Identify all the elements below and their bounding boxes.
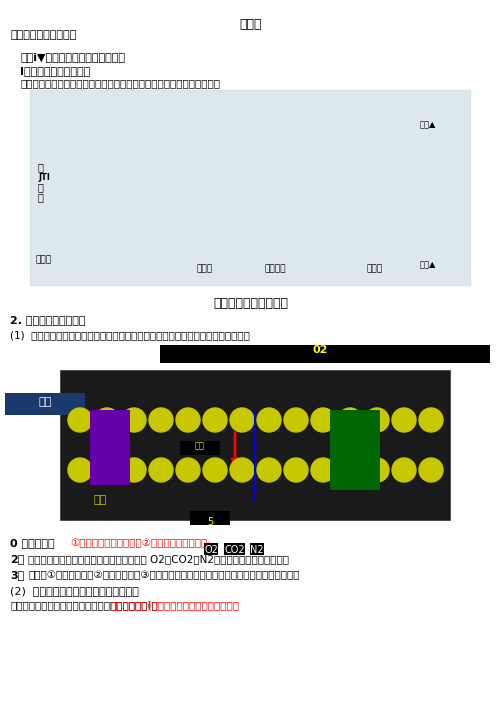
Circle shape (95, 458, 119, 482)
Text: 膜内: 膜内 (94, 495, 107, 505)
Text: (2)  经载体与通道蛋白介导的易化扩散：: (2) 经载体与通道蛋白介导的易化扩散： (10, 586, 139, 596)
FancyBboxPatch shape (5, 393, 85, 415)
Text: 扩散物质：脂溶性高、分子量小的物质，如 O2、CO2、N2、乙醇、尿素与水分子等。: 扩散物质：脂溶性高、分子量小的物质，如 O2、CO2、N2、乙醇、尿素与水分子等… (28, 554, 289, 564)
Text: 第一节细胞的基本功能: 第一节细胞的基本功能 (10, 30, 76, 40)
Circle shape (284, 408, 308, 432)
Text: 胞内表: 胞内表 (35, 255, 51, 264)
Circle shape (68, 408, 92, 432)
Circle shape (419, 458, 443, 482)
Text: ①物质在膜两侧浓度差；②膜对该物质的通透性·: ①物质在膜两侧浓度差；②膜对该物质的通透性· (70, 538, 211, 548)
FancyBboxPatch shape (30, 90, 470, 285)
Text: 亲水▲: 亲水▲ (420, 260, 437, 269)
Text: 一、i▼膜质的结构与物质转运功能: 一、i▼膜质的结构与物质转运功能 (20, 52, 125, 62)
Text: 以液态脂膜双分子层为基架，其间镶嵌着具有不同结构与功能的蛋白质。: 以液态脂膜双分子层为基架，其间镶嵌着具有不同结构与功能的蛋白质。 (20, 78, 220, 88)
Circle shape (392, 458, 416, 482)
Text: 特点：①不需要载体；②不消耗能量；③扩散的最终结果就是使该物质在膜两侧浓度达到平衡。: 特点：①不需要载体；②不消耗能量；③扩散的最终结果就是使该物质在膜两侧浓度达到平… (28, 570, 299, 580)
FancyBboxPatch shape (60, 370, 450, 520)
Circle shape (203, 458, 227, 482)
Text: 2）: 2） (10, 554, 24, 564)
Circle shape (68, 458, 92, 482)
Circle shape (419, 408, 443, 432)
Circle shape (392, 408, 416, 432)
Circle shape (365, 458, 389, 482)
Circle shape (149, 458, 173, 482)
Text: 体或通道蛋白)由高浓度侧向低浓度迁移过程。: 体或通道蛋白)由高浓度侧向低浓度迁移过程。 (111, 600, 240, 610)
Text: 亲水▲: 亲水▲ (420, 120, 437, 129)
Text: 5: 5 (207, 517, 213, 527)
Text: 02: 02 (312, 345, 327, 355)
Text: 双: 双 (38, 182, 44, 192)
FancyBboxPatch shape (160, 345, 490, 363)
Circle shape (311, 458, 335, 482)
Circle shape (365, 408, 389, 432)
Text: 0 影响因素：: 0 影响因素： (10, 538, 55, 548)
Text: 受体分子: 受体分子 (264, 264, 286, 273)
Circle shape (311, 408, 335, 432)
Text: 生理学: 生理学 (240, 18, 262, 31)
Circle shape (230, 458, 254, 482)
Circle shape (284, 458, 308, 482)
Circle shape (176, 458, 200, 482)
FancyBboxPatch shape (224, 543, 245, 555)
Text: 细胞膜的液体镶嵌模型: 细胞膜的液体镶嵌模型 (213, 297, 289, 310)
Circle shape (338, 458, 362, 482)
FancyBboxPatch shape (190, 511, 230, 525)
FancyBboxPatch shape (204, 543, 218, 555)
FancyBboxPatch shape (180, 441, 220, 455)
Text: 浓度: 浓度 (195, 442, 205, 451)
Text: 蛋白质: 蛋白质 (367, 264, 383, 273)
Text: 2. 细胞膜物质转运功能: 2. 细胞膜物质转运功能 (10, 315, 86, 325)
Text: O2: O2 (204, 545, 218, 555)
Text: (1)  单纯扩散：一些脂溶性小分子物质由膜的高浓度一侧向低浓度一侧移动的过程。: (1) 单纯扩散：一些脂溶性小分子物质由膜的高浓度一侧向低浓度一侧移动的过程。 (10, 330, 250, 340)
Circle shape (338, 408, 362, 432)
Circle shape (95, 408, 119, 432)
Text: 某些带电离子与水溶性分子借助细胞膜上特殊蛋白(载: 某些带电离子与水溶性分子借助细胞膜上特殊蛋白(载 (10, 600, 158, 610)
Circle shape (230, 408, 254, 432)
FancyBboxPatch shape (330, 410, 380, 490)
Text: 3）: 3） (10, 570, 24, 580)
Circle shape (203, 408, 227, 432)
Text: CO2: CO2 (224, 545, 245, 555)
Text: 分: 分 (38, 192, 44, 202)
Circle shape (149, 408, 173, 432)
Text: N2: N2 (250, 545, 264, 555)
FancyBboxPatch shape (250, 543, 264, 555)
Circle shape (122, 458, 146, 482)
Text: JTI: JTI (38, 173, 50, 181)
Text: Ⅰ膜结构的液态镶嵌模型: Ⅰ膜结构的液态镶嵌模型 (20, 66, 90, 76)
Circle shape (176, 408, 200, 432)
FancyBboxPatch shape (90, 410, 130, 485)
Text: 磷脂膜: 磷脂膜 (197, 264, 213, 273)
Circle shape (122, 408, 146, 432)
Text: 神: 神 (38, 162, 44, 172)
Circle shape (257, 408, 281, 432)
Circle shape (257, 458, 281, 482)
Text: 膜外: 膜外 (38, 397, 52, 407)
